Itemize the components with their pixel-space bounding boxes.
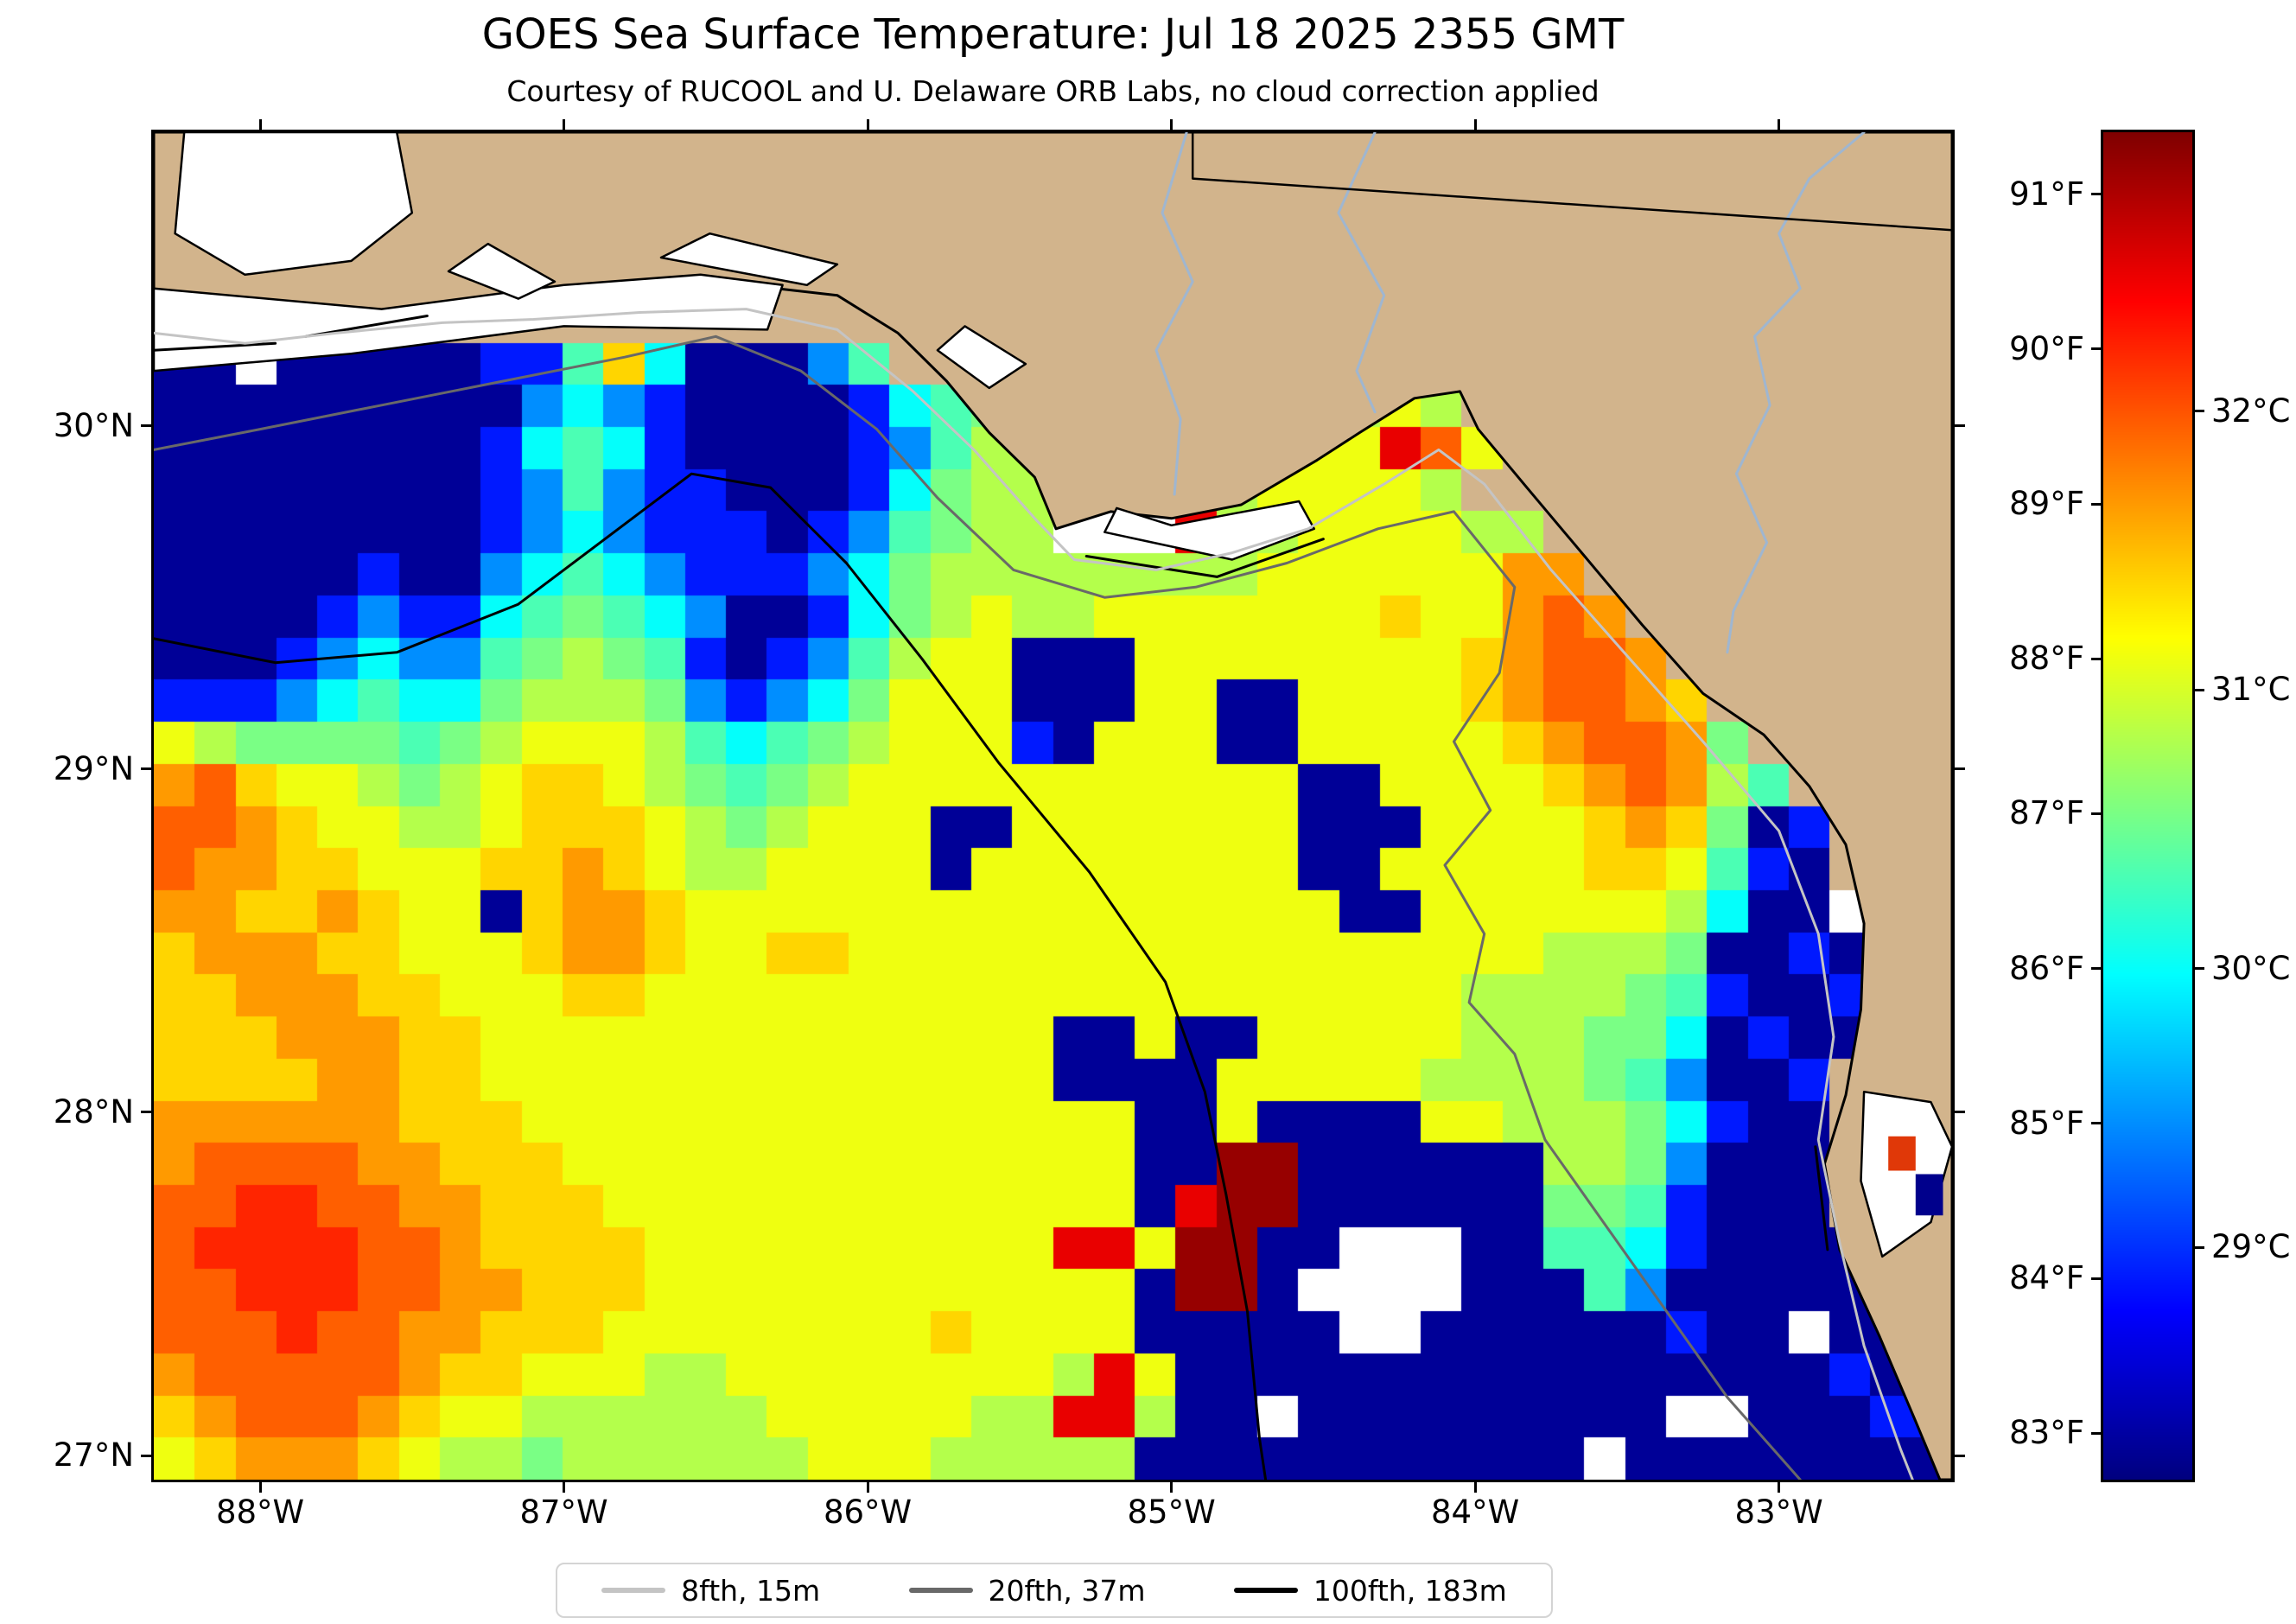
x-tick-mark (1473, 1480, 1477, 1493)
map-area (154, 132, 1952, 1480)
river-line (1726, 132, 1866, 654)
y-tick-label: 29°N (53, 749, 134, 787)
x-tick-label: 86°W (823, 1493, 913, 1531)
colorbar-f-tick-label: 91°F (2009, 175, 2084, 213)
y-tick-mark (141, 424, 154, 428)
legend-line-swatch (908, 1588, 973, 1593)
colorbar-c-tick-mark (2192, 410, 2204, 413)
y-tick-mark (141, 1454, 154, 1457)
x-tick-label: 88°W (215, 1493, 305, 1531)
x-tick-mark (1778, 1480, 1781, 1493)
figure-subtitle: Courtesy of RUCOOL and U. Delaware ORB L… (506, 74, 1600, 108)
x-tick-mark (258, 1480, 262, 1493)
legend-label: 100fth, 183m (1313, 1573, 1507, 1608)
figure-title: GOES Sea Surface Temperature: Jul 18 202… (481, 10, 1625, 59)
colorbar-f-tick-label: 90°F (2009, 329, 2084, 367)
x-tick-mark-top (563, 119, 566, 132)
colorbar-f-tick-mark (2091, 502, 2103, 506)
colorbar-c-tick-label: 31°C (2211, 671, 2291, 709)
y-tick-mark-right (1952, 767, 1965, 771)
y-tick-label: 28°N (53, 1092, 134, 1130)
x-tick-mark (563, 1480, 566, 1493)
colorbar-f-tick-mark (2091, 657, 2103, 660)
colorbar-c-tick-label: 29°C (2211, 1228, 2291, 1266)
bay-water (1103, 500, 1316, 561)
x-tick-label: 84°W (1431, 1493, 1520, 1531)
colorbar-f-tick-mark (2091, 1277, 2103, 1280)
bathymetry-contour-0 (154, 308, 1914, 1480)
x-tick-mark (866, 1480, 869, 1493)
river-line (1154, 132, 1194, 496)
y-tick-mark (141, 767, 154, 771)
bay-water (174, 132, 414, 277)
x-tick-label: 87°W (519, 1493, 608, 1531)
x-tick-mark (1170, 1480, 1173, 1493)
map-overlay-svg (154, 132, 1952, 1480)
legend-item-2: 100fth, 183m (1233, 1573, 1507, 1608)
x-tick-mark-top (1170, 119, 1173, 132)
legend-label: 8fth, 15m (681, 1573, 821, 1608)
x-tick-mark-top (258, 119, 262, 132)
colorbar-f-tick-label: 89°F (2009, 485, 2084, 523)
legend-item-1: 20fth, 37m (908, 1573, 1146, 1608)
river-line (1337, 132, 1386, 414)
bathymetry-contour-1 (154, 334, 1802, 1480)
colorbar-c-tick-mark (2192, 1245, 2204, 1249)
legend-item-0: 8fth, 15m (601, 1574, 820, 1608)
colorbar-c-tick-mark (2192, 688, 2204, 691)
state-border-line (1191, 132, 1952, 232)
colorbar-f-tick-mark (2091, 347, 2103, 351)
legend-line-swatch (601, 1588, 666, 1593)
bay-water (447, 242, 557, 300)
colorbar-f-tick-mark (2091, 193, 2103, 196)
y-tick-label: 27°N (53, 1436, 134, 1474)
colorbar-f-tick-label: 83°F (2009, 1414, 2084, 1452)
bay-sst-patch (1888, 1136, 1916, 1171)
colorbar-f-tick-mark (2091, 1431, 2103, 1435)
y-tick-mark-right (1952, 1454, 1965, 1457)
barrier-island-line (1084, 538, 1325, 578)
bay-sst-patch (1915, 1174, 1943, 1216)
colorbar-f-tick-label: 85°F (2009, 1104, 2084, 1142)
y-tick-mark-right (1952, 1111, 1965, 1114)
colorbar-c-tick-label: 30°C (2211, 949, 2291, 987)
colorbar-f-tick-label: 84°F (2009, 1259, 2084, 1297)
x-tick-mark-top (1473, 119, 1477, 132)
x-tick-mark-top (1778, 119, 1781, 132)
colorbar-f-tick-mark (2091, 967, 2103, 971)
land-coastline (154, 132, 1952, 1480)
barrier-island-line (1814, 1145, 1829, 1251)
barrier-island-line (154, 341, 277, 352)
y-tick-mark-right (1952, 424, 1965, 428)
colorbar-c-tick-label: 32°C (2211, 392, 2291, 430)
x-tick-label: 85°W (1127, 1493, 1216, 1531)
legend: 8fth, 15m 20fth, 37m 100fth, 183m (556, 1563, 1553, 1618)
y-tick-label: 30°N (53, 406, 134, 444)
colorbar-f-tick-mark (2091, 812, 2103, 815)
bay-water (659, 232, 839, 287)
colorbar (2103, 132, 2192, 1480)
y-tick-mark (141, 1111, 154, 1114)
legend-label: 20fth, 37m (988, 1573, 1146, 1608)
x-tick-mark-top (866, 119, 869, 132)
colorbar-f-tick-mark (2091, 1122, 2103, 1125)
colorbar-c-tick-mark (2192, 967, 2204, 971)
bay-water (936, 325, 1027, 390)
legend-line-swatch (1233, 1588, 1298, 1593)
colorbar-f-tick-label: 86°F (2009, 949, 2084, 987)
bathymetry-contour-2 (154, 472, 1268, 1480)
x-tick-label: 83°W (1734, 1493, 1823, 1531)
colorbar-f-tick-label: 87°F (2009, 794, 2084, 832)
colorbar-f-tick-label: 88°F (2009, 640, 2084, 678)
